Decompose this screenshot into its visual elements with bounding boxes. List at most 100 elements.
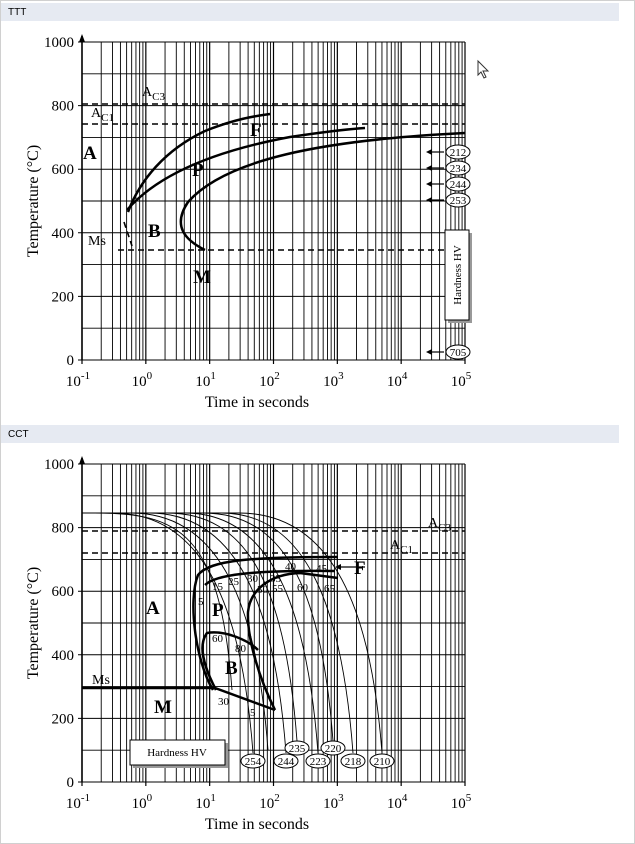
- x-tick-base: 10: [387, 374, 402, 390]
- x-tick-label: 104: [387, 792, 408, 812]
- cooling-label: 80: [235, 643, 247, 655]
- x-tick-label: 103: [323, 370, 344, 390]
- cooling-curve: [82, 512, 354, 754]
- hardness-ellipse: [340, 753, 366, 769]
- cooling-label: 35: [270, 573, 282, 585]
- cooling-curve: [82, 512, 383, 754]
- x-tick-base: 10: [195, 796, 210, 812]
- hardness-value: 220: [325, 743, 342, 755]
- x-tick-label: 105: [451, 370, 472, 390]
- x-tick-base: 10: [259, 796, 274, 812]
- y-tick-label: 200: [52, 289, 75, 305]
- label-main: A: [390, 538, 401, 553]
- y-tick-label: 600: [52, 162, 75, 178]
- cooling-label: 25: [228, 576, 240, 588]
- cooling-curve: [82, 512, 319, 754]
- x-tick-label: 100: [132, 370, 153, 390]
- cooling-label: 5: [250, 707, 256, 719]
- x-tick-exponent: 4: [402, 370, 408, 382]
- hardness-value: 235: [289, 743, 306, 755]
- transformation-curve: [126, 112, 271, 213]
- x-tick-exponent: -1: [81, 370, 90, 382]
- region-label: F: [354, 558, 366, 579]
- hardness-box: [129, 739, 226, 766]
- subscript-label: AC3: [142, 85, 165, 103]
- arrow-head: [335, 564, 341, 570]
- subscript-label: AC1: [390, 538, 413, 556]
- y-tick-label: 0: [67, 775, 75, 791]
- arrow-head: [426, 197, 432, 203]
- cooling-curve: [82, 512, 254, 754]
- cooling-label: 30: [218, 696, 230, 708]
- axis-arrow: [79, 456, 85, 464]
- region-label: P: [212, 600, 224, 621]
- x-tick-exponent: 1: [210, 370, 216, 382]
- hardness-ellipse: [369, 753, 395, 769]
- x-tick-exponent: -1: [81, 792, 90, 804]
- hardness-ellipse: [273, 753, 299, 769]
- cooling-label: 30: [247, 573, 259, 585]
- transformation-curve: [126, 126, 366, 211]
- hardness-title: Hardness HV: [147, 747, 207, 759]
- hardness-title: Hardness HV: [452, 245, 464, 305]
- label-sub: C1: [400, 544, 413, 556]
- x-tick-base: 10: [132, 374, 147, 390]
- subscript-label: AC1: [91, 106, 114, 124]
- y-tick-label: 800: [52, 99, 75, 115]
- x-tick-base: 10: [259, 374, 274, 390]
- x-tick-label: 102: [259, 370, 280, 390]
- label-main: A: [428, 516, 439, 531]
- x-tick-label: 101: [195, 792, 216, 812]
- ms-curve: [123, 221, 133, 247]
- arrow-head: [426, 165, 432, 171]
- hardness-value: 244: [278, 756, 295, 768]
- arrow-head: [426, 349, 432, 355]
- x-tick-exponent: 5: [466, 792, 472, 804]
- x-tick-base: 10: [387, 796, 402, 812]
- x-tick-exponent: 2: [274, 370, 280, 382]
- region-label: M: [154, 697, 172, 718]
- cooling-label: 65: [324, 583, 336, 595]
- x-tick-exponent: 2: [274, 792, 280, 804]
- x-tick-label: 105: [451, 792, 472, 812]
- x-axis-title: Time in seconds: [205, 816, 309, 833]
- hardness-ellipse: [445, 144, 471, 160]
- cooling-label: 15: [212, 581, 224, 593]
- cooling-curve: [82, 512, 298, 742]
- y-axis-title: Temperature (°C): [25, 567, 42, 679]
- cursor: [477, 59, 490, 79]
- hardness-value: 212: [450, 147, 467, 159]
- arrow-head: [426, 149, 432, 155]
- x-tick-base: 10: [451, 796, 466, 812]
- y-tick-label: 1000: [44, 457, 74, 473]
- hardness-value: 705: [450, 347, 467, 359]
- hardness-ellipse: [240, 753, 266, 769]
- label-main: A: [91, 106, 102, 121]
- y-tick-label: 600: [52, 584, 75, 600]
- hardness-value: 234: [450, 163, 467, 175]
- transformation-curve: [192, 555, 339, 691]
- panel-header-text: TTT: [8, 7, 26, 18]
- hardness-ellipse: [445, 160, 471, 176]
- hardness-ellipse: [445, 344, 471, 360]
- cooling-label: 45: [316, 563, 328, 575]
- y-tick-label: 1000: [44, 35, 74, 51]
- x-tick-label: 101: [195, 370, 216, 390]
- y-tick-label: 400: [52, 648, 75, 664]
- y-tick-label: 800: [52, 521, 75, 537]
- x-tick-label: 102: [259, 792, 280, 812]
- hardness-value: 253: [450, 195, 467, 207]
- x-tick-label: 104: [387, 370, 408, 390]
- x-tick-label: 10-1: [66, 370, 90, 390]
- label-main: A: [142, 85, 153, 100]
- x-tick-exponent: 1: [210, 792, 216, 804]
- subscript-label: AC3: [428, 516, 451, 534]
- hardness-ellipse: [445, 176, 471, 192]
- x-tick-label: 103: [323, 792, 344, 812]
- x-tick-exponent: 0: [147, 370, 153, 382]
- cooling-curve: [82, 512, 287, 754]
- cooling-label: 40: [285, 561, 297, 573]
- cooling-label: 5: [198, 596, 204, 608]
